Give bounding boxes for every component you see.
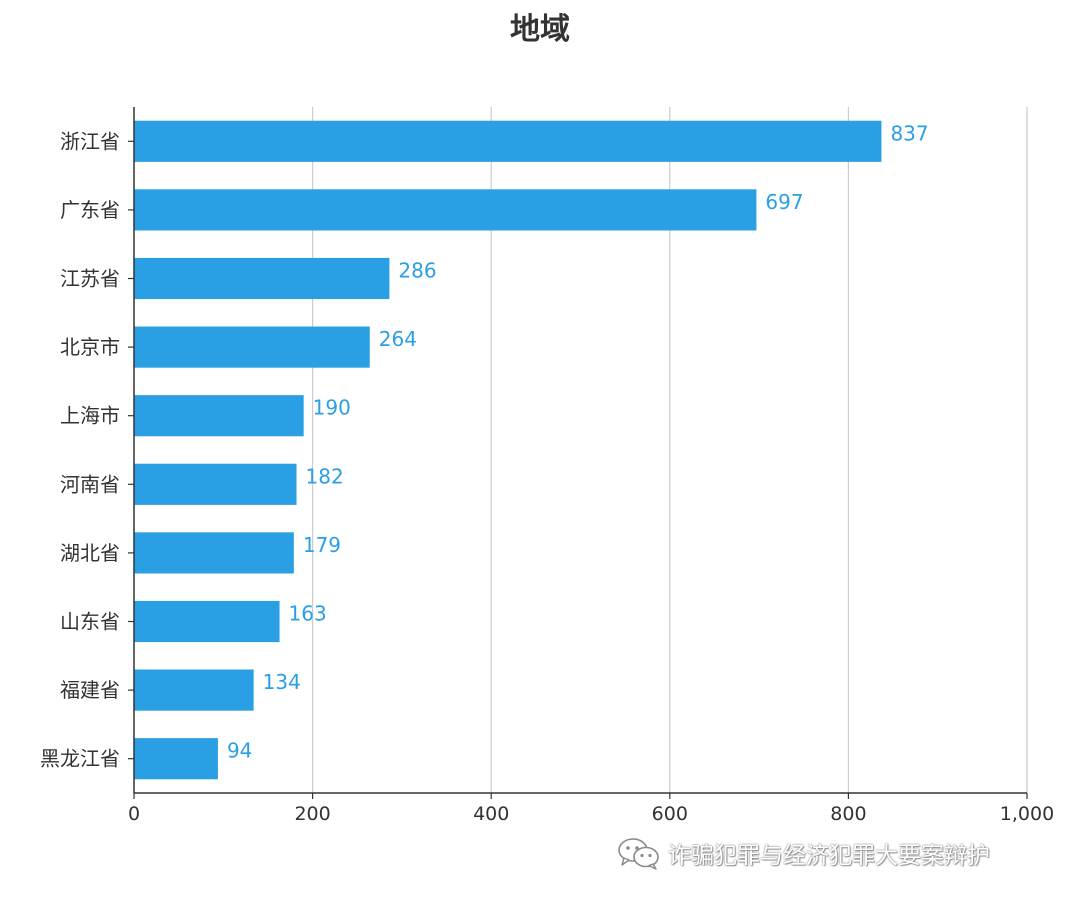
bar — [134, 395, 304, 437]
watermark-text: 诈骗犯罪与经济犯罪大要案辩护 — [668, 843, 990, 869]
data-label: 837 — [890, 121, 928, 145]
category-label: 广东省 — [60, 198, 120, 222]
wechat-icon — [618, 838, 659, 870]
category-label: 江苏省 — [60, 267, 120, 291]
data-label: 264 — [379, 327, 417, 351]
category-label: 湖北省 — [60, 541, 120, 565]
category-label: 山东省 — [60, 610, 120, 634]
x-tick-label: 400 — [473, 803, 509, 825]
bars — [134, 120, 882, 780]
watermark: 诈骗犯罪与经济犯罪大要案辩护 — [616, 836, 990, 870]
x-tick-label: 600 — [652, 803, 688, 825]
chart-title: 地域 — [510, 12, 570, 47]
axes — [128, 107, 1028, 799]
category-label: 河南省 — [60, 472, 120, 496]
bar — [134, 532, 294, 574]
bar — [134, 257, 390, 300]
bar — [134, 189, 757, 231]
x-tick-label: 1,000 — [1000, 803, 1054, 825]
data-label: 134 — [263, 670, 301, 694]
category-label: 福建省 — [60, 678, 120, 702]
labels: 0 200 400 600 800 1,000 浙江省 837 广东省 697 江苏省 286 北京市 2… — [40, 121, 1054, 825]
x-tick-label: 800 — [830, 803, 866, 825]
bar — [134, 326, 370, 368]
bar — [134, 600, 280, 643]
data-label: 163 — [289, 602, 327, 626]
category-label: 北京市 — [60, 335, 120, 359]
bar — [134, 669, 254, 711]
x-tick-label: 0 — [128, 803, 140, 825]
data-label: 94 — [227, 739, 252, 763]
data-label: 179 — [303, 533, 341, 557]
data-label: 190 — [313, 396, 351, 420]
bar — [134, 738, 218, 780]
x-tick-label: 200 — [294, 803, 330, 825]
data-label: 286 — [398, 259, 436, 283]
bar — [134, 120, 882, 162]
data-label: 697 — [765, 190, 803, 214]
bar — [134, 463, 297, 505]
category-label: 黑龙江省 — [40, 747, 120, 771]
data-label: 182 — [306, 464, 344, 488]
category-label: 浙江省 — [60, 129, 120, 153]
category-label: 上海市 — [60, 404, 120, 428]
